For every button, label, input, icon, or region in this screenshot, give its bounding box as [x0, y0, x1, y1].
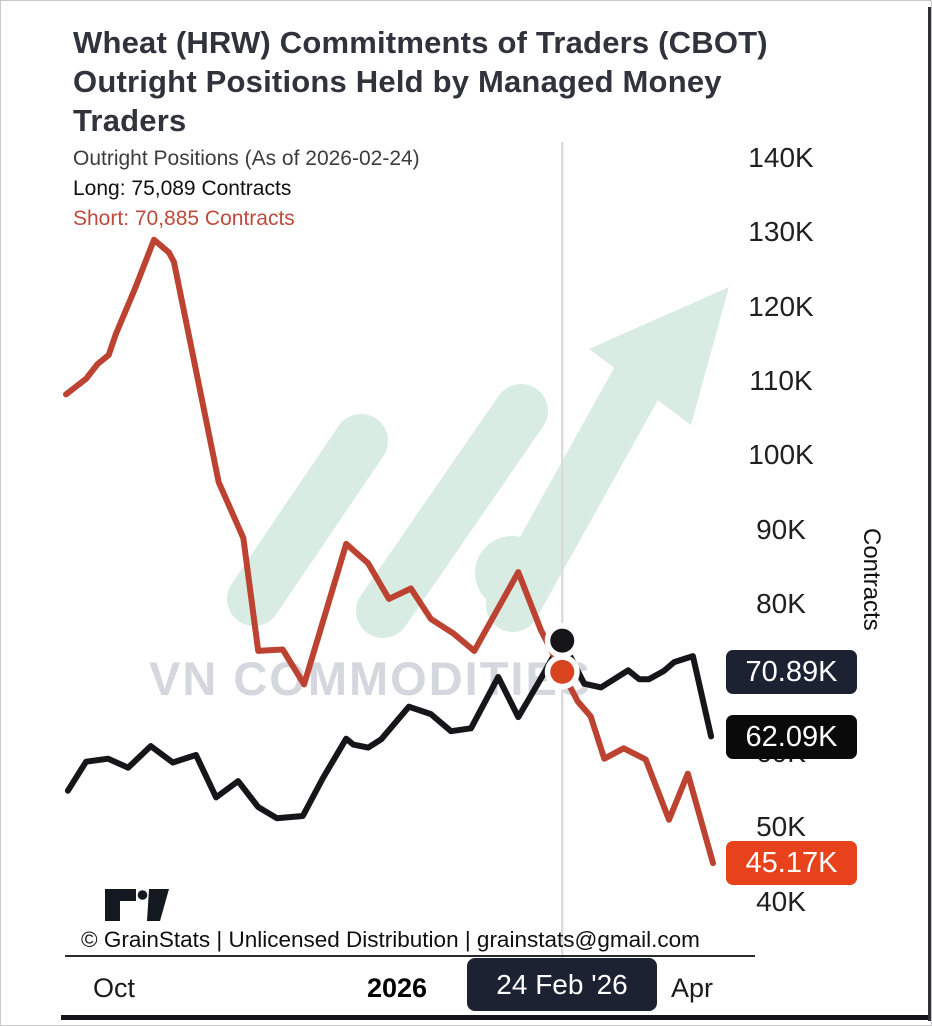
y-tick-label: 50K	[756, 811, 806, 842]
x-tick-year: 2026	[367, 973, 428, 1003]
y-tick-label: 90K	[756, 514, 806, 545]
y-tick-label: 140K	[748, 142, 814, 173]
y-tick-label: 40K	[756, 886, 806, 917]
crosshair-date-badge: 24 Feb '26	[467, 958, 657, 1011]
y-axis-title: Contracts	[858, 528, 885, 631]
y-tick-label: 100K	[748, 439, 814, 470]
marker-dot-long	[550, 628, 575, 653]
chart-subtitle: Outright Positions (As of 2026-02-24)	[73, 147, 420, 170]
y-tick-label: 70K	[756, 662, 806, 693]
y-tick-label: 120K	[748, 291, 814, 322]
y-tick-label: 80K	[756, 588, 806, 619]
y-tick-label: 130K	[748, 216, 814, 247]
price-label-badge: 45.17K	[726, 841, 857, 885]
series-line-short	[63, 236, 716, 867]
page-title: Wheat (HRW) Commitments of Traders (CBOT…	[73, 25, 768, 138]
tradingview-logo[interactable]	[105, 889, 169, 921]
footer-divider	[65, 955, 755, 957]
bottom-border	[61, 1015, 930, 1020]
legend-long: Long: 75,089 Contracts	[73, 177, 292, 200]
y-tick-label: 60K	[756, 737, 806, 768]
legend-short: Short: 70,885 Contracts	[73, 207, 295, 230]
x-tick-oct: Oct	[93, 973, 136, 1003]
price-label-badge: 70.89K	[726, 650, 857, 694]
series-lines	[63, 236, 716, 867]
y-tick-label: 110K	[749, 365, 813, 396]
vn-commodities-watermark: VN COMMODITIES	[149, 652, 593, 705]
up-arrow-watermark	[227, 287, 729, 638]
copyright-text: © GrainStats | Unlicensed Distribution |…	[81, 927, 700, 952]
price-label-badge: 62.09K	[726, 715, 857, 759]
right-border	[928, 7, 931, 1021]
x-tick-apr: Apr	[671, 973, 714, 1003]
